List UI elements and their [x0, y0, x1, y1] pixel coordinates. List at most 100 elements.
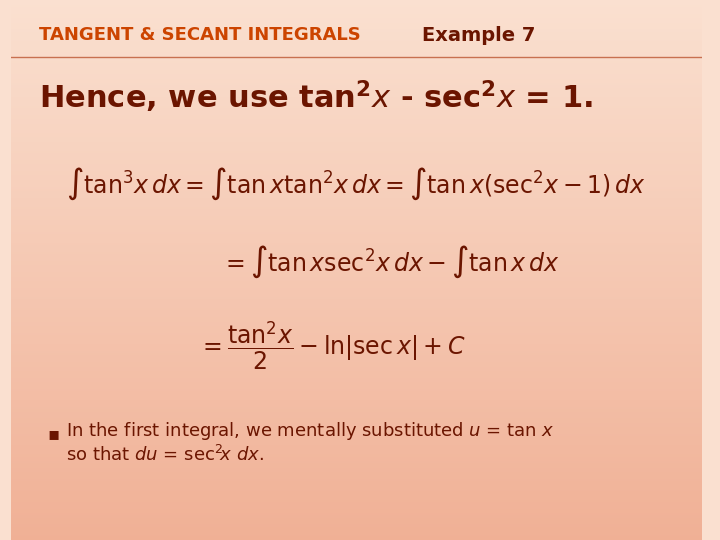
Bar	[11, 108, 702, 110]
Bar	[11, 12, 702, 15]
Bar	[11, 538, 702, 540]
Bar	[11, 184, 702, 185]
Bar	[11, 96, 702, 97]
Bar	[11, 69, 702, 70]
Bar	[11, 218, 702, 220]
Bar	[11, 25, 702, 27]
Bar	[11, 16, 702, 18]
Bar	[11, 29, 702, 31]
Bar	[11, 324, 702, 326]
Bar	[11, 49, 702, 50]
Bar	[11, 66, 702, 69]
Bar	[11, 166, 702, 167]
Bar	[11, 228, 702, 231]
Bar	[11, 475, 702, 477]
Text: TANGENT & SECANT INTEGRALS: TANGENT & SECANT INTEGRALS	[39, 26, 360, 44]
Bar	[11, 173, 702, 174]
Bar	[11, 423, 702, 425]
Bar	[11, 2, 702, 4]
Bar	[11, 42, 702, 43]
Bar	[11, 414, 702, 416]
Bar	[11, 31, 702, 32]
Bar	[11, 72, 702, 74]
Bar	[11, 93, 702, 96]
Bar	[11, 501, 702, 502]
Bar	[11, 212, 702, 214]
Bar	[11, 81, 702, 83]
Bar	[11, 508, 702, 509]
Bar	[11, 200, 702, 201]
Bar	[11, 56, 702, 58]
Bar	[11, 255, 702, 258]
Bar	[11, 103, 702, 104]
Bar	[11, 382, 702, 383]
Bar	[11, 119, 702, 120]
Bar	[11, 74, 702, 76]
Bar	[11, 61, 702, 63]
Bar	[11, 315, 702, 317]
Bar	[11, 441, 702, 443]
Bar	[11, 417, 702, 420]
Bar	[11, 182, 702, 184]
Bar	[11, 455, 702, 457]
Bar	[11, 155, 702, 157]
Bar	[11, 171, 702, 173]
Bar	[11, 447, 702, 448]
Bar	[11, 7, 702, 9]
Bar	[11, 59, 702, 61]
Bar	[11, 225, 702, 227]
Bar	[11, 247, 702, 248]
Bar	[11, 177, 702, 178]
Bar	[11, 340, 702, 342]
Bar	[11, 351, 702, 353]
Bar	[11, 243, 702, 245]
Bar	[11, 110, 702, 112]
Bar	[11, 52, 702, 54]
Bar	[11, 279, 702, 281]
Bar	[11, 232, 702, 234]
Bar	[11, 214, 702, 216]
Bar	[11, 448, 702, 450]
Bar	[11, 238, 702, 239]
Bar	[11, 335, 702, 336]
Bar	[11, 277, 702, 279]
Bar	[11, 331, 702, 333]
Bar	[11, 207, 702, 209]
Bar	[11, 403, 702, 405]
Bar	[11, 153, 702, 155]
Bar	[11, 36, 702, 38]
Bar	[11, 236, 702, 238]
Bar	[11, 290, 702, 292]
Bar	[11, 227, 702, 228]
Bar	[11, 502, 702, 504]
Bar	[11, 205, 702, 207]
Bar	[11, 167, 702, 169]
Bar	[11, 518, 702, 520]
Bar	[11, 128, 702, 130]
Bar	[11, 358, 702, 360]
Bar	[11, 533, 702, 535]
Bar	[11, 443, 702, 444]
Bar	[11, 76, 702, 77]
Bar	[11, 150, 702, 151]
Text: $= \dfrac{\tan^2\! x}{2} - \ln|\sec x|+C$: $= \dfrac{\tan^2\! x}{2} - \ln|\sec x|+C…	[199, 319, 466, 372]
Bar	[11, 254, 702, 255]
Bar	[11, 346, 702, 347]
Bar	[11, 268, 702, 270]
Bar	[11, 39, 702, 42]
Bar	[11, 22, 702, 23]
Bar	[11, 304, 702, 306]
Bar	[11, 282, 702, 285]
Bar	[11, 347, 702, 349]
Bar	[11, 239, 702, 241]
Bar	[11, 15, 702, 16]
Bar	[11, 231, 702, 232]
Bar	[11, 528, 702, 529]
Bar	[11, 412, 702, 414]
Bar	[11, 497, 702, 498]
Bar	[11, 312, 702, 313]
Bar	[11, 482, 702, 484]
Bar	[11, 488, 702, 490]
Bar	[11, 120, 702, 123]
Bar	[11, 245, 702, 247]
